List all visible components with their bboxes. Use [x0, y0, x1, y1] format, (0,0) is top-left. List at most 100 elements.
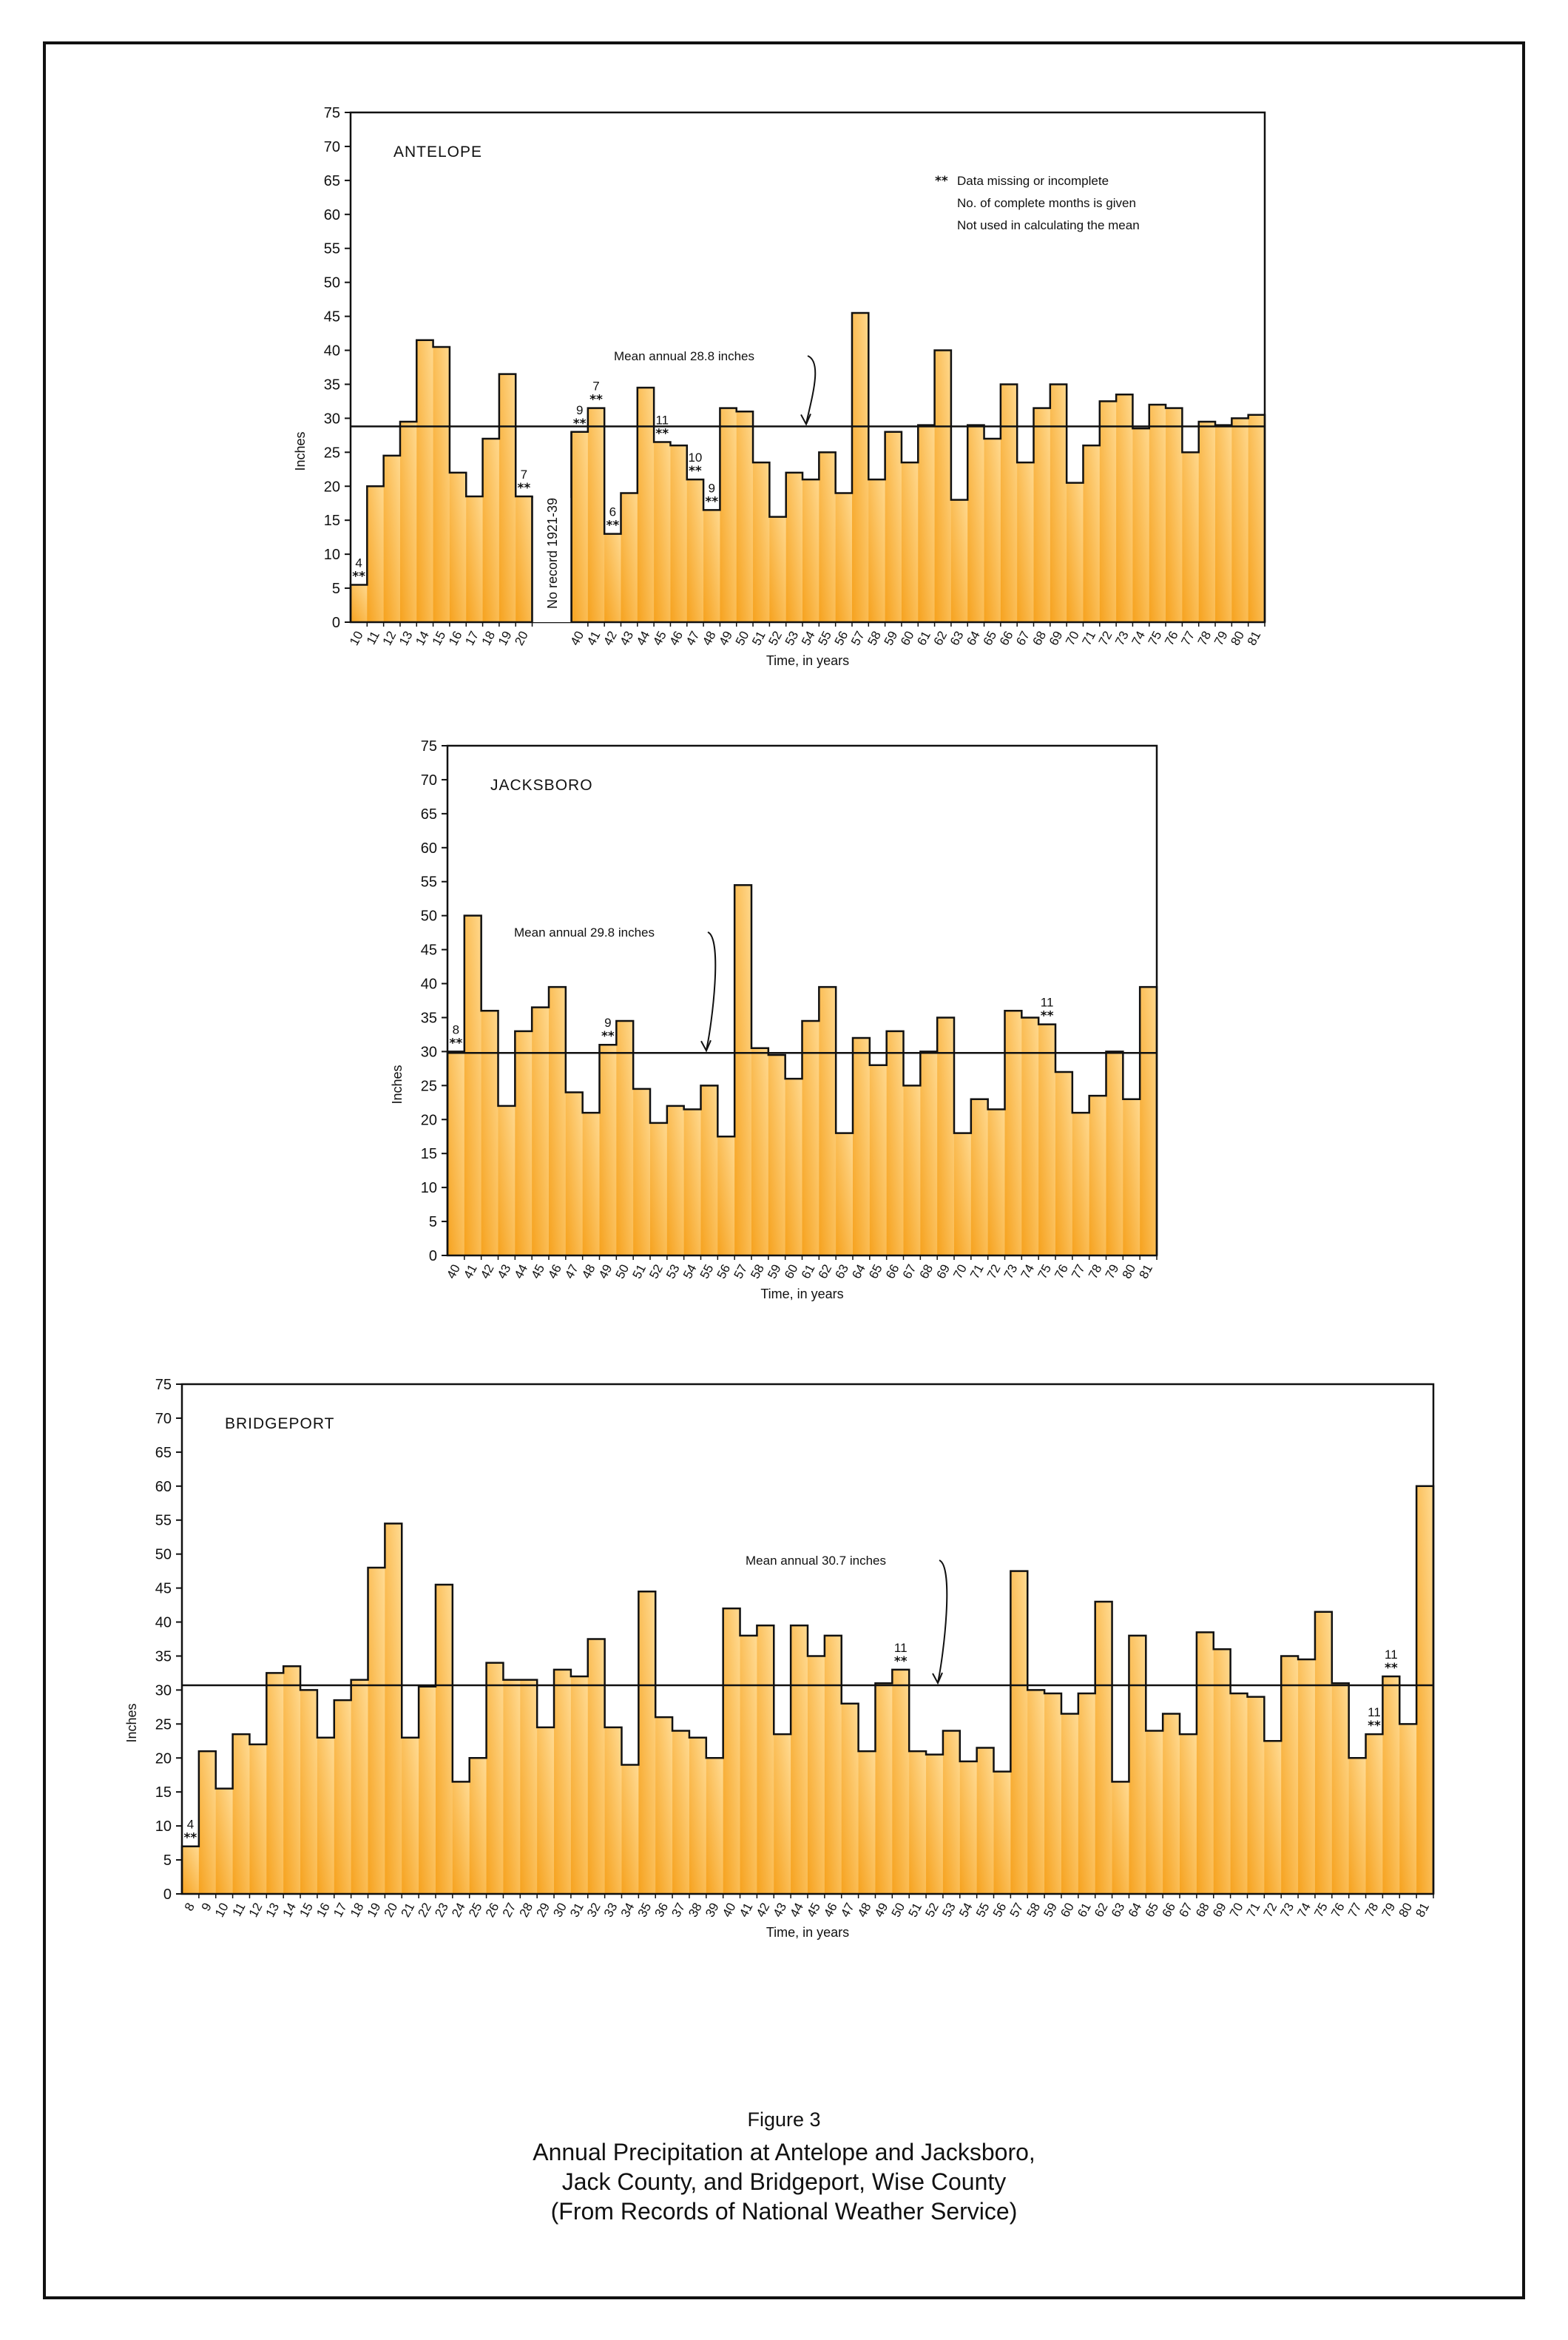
x-tick-label: 80 — [1120, 1262, 1139, 1281]
mean-label: Mean annual 29.8 inches — [514, 925, 655, 940]
y-tick-label: 25 — [324, 445, 340, 461]
x-tick-label: 70 — [1063, 629, 1082, 648]
bar — [689, 1737, 707, 1894]
bar — [886, 1031, 905, 1255]
months-count: 4 — [355, 556, 362, 570]
bar — [954, 1133, 972, 1255]
x-tick-label: 43 — [771, 1901, 790, 1920]
station-name: ANTELOPE — [393, 144, 482, 161]
bar — [858, 1751, 876, 1894]
x-tick-label: 54 — [799, 629, 818, 648]
bar — [633, 1088, 651, 1255]
bar — [570, 1676, 589, 1894]
y-tick-label: 35 — [421, 1010, 437, 1026]
incomplete-marker: ** — [352, 569, 365, 584]
months-count: 11 — [1368, 1705, 1381, 1719]
y-tick-label: 25 — [155, 1716, 172, 1733]
bar — [753, 462, 770, 622]
x-tick-label: 17 — [462, 629, 481, 648]
legend-line: Data missing or incomplete — [957, 174, 1109, 188]
bar — [1196, 1632, 1214, 1894]
x-tick-label: 25 — [466, 1901, 485, 1920]
x-tick-label: 16 — [314, 1901, 333, 1920]
x-tick-label: 53 — [783, 629, 802, 648]
incomplete-marker: ** — [655, 427, 669, 442]
bar — [920, 1051, 938, 1255]
x-tick-label: 12 — [380, 629, 399, 648]
bar — [703, 510, 721, 622]
bar — [1027, 1690, 1045, 1894]
bar — [604, 1727, 623, 1894]
bar — [1061, 1713, 1079, 1894]
x-tick-label: 20 — [512, 629, 531, 648]
x-tick-label: 56 — [990, 1901, 1010, 1920]
bar — [383, 455, 401, 622]
bar — [582, 1113, 601, 1255]
x-tick-label: 69 — [1047, 629, 1066, 648]
y-tick-label: 15 — [421, 1146, 437, 1162]
x-tick-label: 29 — [533, 1901, 552, 1920]
station-name: JACKSBORO — [490, 777, 593, 794]
bar — [836, 1133, 854, 1255]
bar — [802, 479, 820, 622]
bar — [683, 1109, 702, 1255]
y-tick-label: 75 — [324, 105, 340, 121]
x-tick-label: 55 — [815, 629, 834, 648]
x-tick-label: 62 — [1092, 1901, 1111, 1920]
x-tick-label: 66 — [1159, 1901, 1178, 1920]
y-tick-label: 40 — [421, 977, 437, 993]
y-tick-label: 45 — [155, 1581, 172, 1597]
bar — [1106, 1051, 1123, 1255]
incomplete-marker: ** — [689, 464, 702, 479]
x-tick-label: 79 — [1212, 629, 1231, 648]
x-tick-label: 57 — [848, 629, 868, 648]
x-tick-label: 28 — [517, 1901, 536, 1920]
x-tick-label: 41 — [737, 1901, 756, 1920]
x-tick-label: 17 — [331, 1901, 350, 1920]
y-tick-label: 65 — [324, 173, 340, 189]
mean-arrow — [805, 355, 817, 424]
bar — [868, 479, 886, 622]
x-tick-label: 64 — [1126, 1901, 1145, 1920]
y-tick-label: 45 — [324, 309, 340, 326]
bar — [819, 452, 837, 622]
x-tick-label: 65 — [866, 1262, 885, 1281]
bar — [774, 1734, 791, 1894]
bar — [469, 1758, 487, 1894]
x-tick-label: 56 — [714, 1262, 734, 1281]
y-tick-label: 20 — [155, 1750, 172, 1767]
x-tick-label: 63 — [1109, 1901, 1128, 1920]
x-tick-label: 77 — [1345, 1901, 1365, 1920]
x-tick-label: 77 — [1178, 629, 1197, 648]
y-tick-label: 75 — [421, 738, 437, 755]
bar — [987, 1109, 1006, 1255]
bar — [435, 1585, 453, 1894]
bar — [1123, 1099, 1140, 1255]
x-tick-label: 35 — [635, 1901, 655, 1920]
bar — [670, 445, 688, 622]
y-tick-label: 10 — [155, 1818, 172, 1835]
arrow-head — [700, 1039, 712, 1053]
x-tick-label: 23 — [432, 1901, 451, 1920]
months-count: 7 — [521, 468, 527, 482]
x-tick-label: 52 — [646, 1262, 666, 1281]
x-tick-label: 74 — [1294, 1901, 1314, 1920]
x-tick-label: 65 — [1143, 1901, 1162, 1920]
x-tick-label: 76 — [1162, 629, 1181, 648]
legend-line: Not used in calculating the mean — [957, 218, 1140, 232]
bar — [1021, 1017, 1039, 1255]
x-tick-label: 65 — [981, 629, 1000, 648]
x-tick-label: 78 — [1362, 1901, 1382, 1920]
x-tick-label: 75 — [1146, 629, 1165, 648]
x-tick-label: 79 — [1103, 1262, 1122, 1281]
y-tick-label: 5 — [163, 1852, 172, 1869]
bar — [751, 1048, 769, 1255]
bar — [599, 1045, 617, 1255]
bar — [942, 1730, 961, 1894]
bar — [672, 1730, 690, 1894]
bar — [769, 516, 787, 622]
bar — [637, 388, 655, 622]
x-tick-label: 46 — [666, 629, 686, 648]
x-tick-label: 19 — [496, 629, 515, 648]
